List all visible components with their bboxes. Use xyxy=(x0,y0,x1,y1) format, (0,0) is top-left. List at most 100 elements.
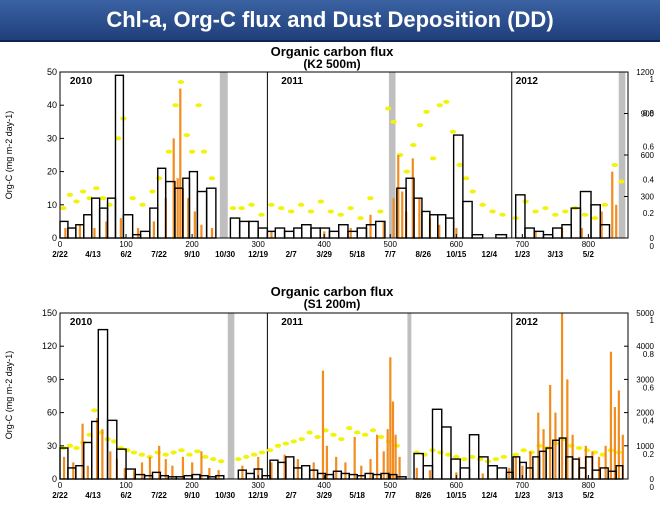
chart2-right-axis2-label: 0.2 xyxy=(643,450,655,459)
chart2-xtick-label: 200 xyxy=(185,481,199,490)
chart1-ytick-label: 40 xyxy=(47,100,57,110)
chart2-orange-spike xyxy=(609,351,613,479)
chart2-ytick-label: 0 xyxy=(52,474,57,484)
chart1-orange-spike xyxy=(349,228,352,238)
chart2-right-axis1-label: 0 xyxy=(650,475,655,484)
chart1-flux-bar xyxy=(188,170,199,239)
chart1-yellow-point xyxy=(268,202,275,207)
chart1-yellow-point xyxy=(155,176,163,181)
chart2-yellow-point xyxy=(500,454,508,459)
chart1-flux-bar xyxy=(229,217,241,239)
chart2-flux-bar xyxy=(106,419,118,480)
chart2-orange-spike xyxy=(164,459,167,479)
chart2-orange-spike xyxy=(158,445,161,479)
chart2-orange-spike xyxy=(394,434,397,479)
chart2-yellow-point xyxy=(437,450,444,455)
chart1-orange-spike xyxy=(200,224,203,238)
chart2-date-label: 9/10 xyxy=(184,491,200,500)
chart2-yellow-point xyxy=(354,430,361,435)
chart2-date-label: 2/22 xyxy=(52,491,68,500)
chart1-ytick-label: 10 xyxy=(47,200,57,210)
chart1-date-label: 3/29 xyxy=(316,250,332,259)
chart1-yellow-point xyxy=(66,192,74,197)
chart1-yellow-point xyxy=(462,176,470,181)
chart2-orange-spike xyxy=(521,465,524,479)
chart1-date-label: 1/23 xyxy=(515,250,531,259)
chart1-yellow-point xyxy=(172,103,179,108)
chart2-date-label: 4/13 xyxy=(85,491,101,500)
chart1-year-label: 2011 xyxy=(281,76,303,87)
chart2-flux-bar xyxy=(134,473,146,480)
chart2-yellow-point xyxy=(66,443,74,448)
chart1-xtick-label: 500 xyxy=(384,240,398,249)
chart2-orange-spike xyxy=(81,423,84,479)
chart1-flux-bar xyxy=(293,227,303,239)
title-banner: Chl-a, Org-C flux and Dust Deposition (D… xyxy=(0,0,660,42)
chart2-yellow-point xyxy=(282,441,290,446)
chart1-yellow-point xyxy=(456,162,463,167)
chart2-flux-bar xyxy=(496,467,508,480)
chart1-flux-bar xyxy=(283,230,295,239)
chart2-xtick-label: 100 xyxy=(119,481,133,490)
chart2-orange-spike xyxy=(566,379,569,479)
chart2-orange-spike xyxy=(560,313,564,479)
chart1-yellow-point xyxy=(114,136,122,141)
chart2-orange-spike xyxy=(296,459,299,479)
chart1-flux-bar xyxy=(174,187,184,239)
chart2-plot: 030609012015001000200030004000500000.20.… xyxy=(42,308,655,500)
chart2-flux-bar xyxy=(459,467,471,480)
chart1-right-axis2-label: 1 xyxy=(650,75,655,84)
chart1-yellow-point xyxy=(165,149,173,154)
chart1-xtick-label: 100 xyxy=(119,240,133,249)
chart1-yellow-point xyxy=(581,212,589,217)
chart1-yellow-point xyxy=(390,119,397,124)
chart2-yellow-point xyxy=(110,439,118,444)
chart1-yellow-point xyxy=(385,106,392,111)
chart2-yellow-point xyxy=(599,452,607,457)
chart1-flux-bar xyxy=(552,227,563,239)
chart1-orange-spike xyxy=(438,224,441,238)
chart1-flux-bar xyxy=(274,227,286,239)
chart2-right-axis2-label: 0.4 xyxy=(643,417,655,426)
chart1-yellow-point xyxy=(195,103,202,108)
chart1-yellow-point xyxy=(177,79,185,84)
chart1-date-label: 2/7 xyxy=(286,250,298,259)
chart1-yellow-point xyxy=(238,206,245,211)
chart1-orange-spike xyxy=(411,158,414,238)
chart2-yellow-point xyxy=(73,446,80,451)
chart1-right-axis2-label: 0.6 xyxy=(643,142,655,151)
chart2-ytick-label: 120 xyxy=(42,341,57,351)
chart1-orange-spike xyxy=(401,191,404,238)
chart1-yellow-point xyxy=(591,216,599,221)
chart2-yellow-point xyxy=(290,439,298,444)
chart2-yellow-point xyxy=(170,450,177,455)
chart2-yellow-point xyxy=(210,457,217,462)
chart2-yellow-point xyxy=(461,457,468,462)
chart2-orange-spike xyxy=(376,434,379,479)
chart2-date-label: 3/13 xyxy=(548,491,564,500)
chart2-orange-spike xyxy=(597,456,601,479)
chart2-gap-band xyxy=(227,313,235,479)
chart2-flux-bar xyxy=(364,472,374,480)
chart2-yellow-point xyxy=(361,432,369,437)
chart2-orange-spike xyxy=(72,462,75,479)
chart2-yellow-point xyxy=(575,446,583,451)
chart2-right-axis1-label: 1000 xyxy=(636,442,654,451)
chart1-yellow-point xyxy=(258,212,265,217)
chart2-date-label: 10/30 xyxy=(215,491,236,500)
chart1-orange-spike xyxy=(611,171,614,238)
chart1-yellow-point xyxy=(129,196,136,201)
chart2-ytick-label: 60 xyxy=(47,408,57,418)
chart1-flux-bar xyxy=(67,227,77,239)
chart1-flux-bar xyxy=(590,204,601,239)
chart1-date-label: 7/22 xyxy=(151,250,167,259)
chart1-yellow-point xyxy=(248,202,255,207)
chart2-orange-spike xyxy=(283,454,286,479)
chart1-flux-bar xyxy=(59,220,69,239)
chart2-orange-spike xyxy=(369,459,372,479)
chart1-orange-spike xyxy=(119,218,122,238)
chart1-date-label: 9/10 xyxy=(184,250,200,259)
chart1-flux-bar xyxy=(238,220,250,239)
chart2-yellow-point xyxy=(346,426,353,431)
chart1-xtick-label: 0 xyxy=(58,240,63,249)
